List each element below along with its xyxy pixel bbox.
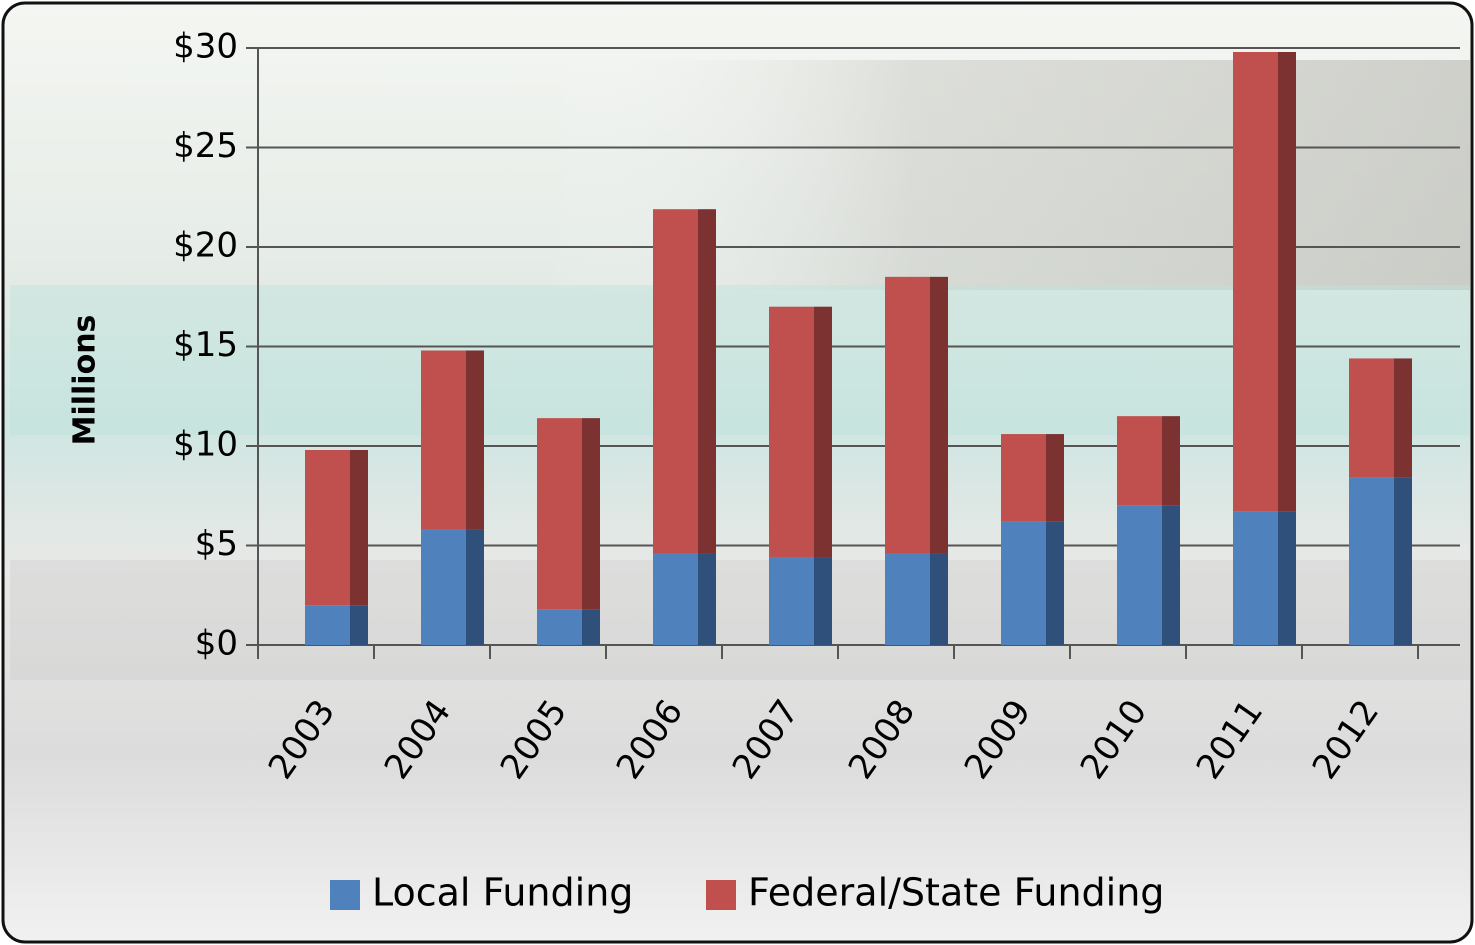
bar-segment-side [466,530,484,645]
y-tick-label: $30 [173,27,238,67]
bar-segment [769,307,814,558]
bar-segment-side [350,605,368,645]
bar-segment-side [1278,512,1296,645]
bar-segment [1117,416,1162,506]
bar-segment-side [1394,358,1412,477]
legend-label: Local Funding [372,871,633,915]
page: {"chart_data": { "type": "stacked-bar", … [0,0,1475,945]
bar-segment-side [698,553,716,645]
bar-segment [653,209,698,553]
bar-segment-side [698,209,716,553]
legend-label: Federal/State Funding [748,871,1164,915]
bar-segment [1001,522,1046,645]
bar-segment [653,553,698,645]
bar-segment-side [1162,506,1180,645]
bar-segment-side [930,553,948,645]
bar-segment-side [582,609,600,645]
bar-segment-side [1162,416,1180,506]
y-tick-label: $5 [195,524,238,564]
bar-segment-side [1394,478,1412,645]
bar-segment [305,450,350,605]
bar-segment [537,418,582,609]
bar-segment [885,277,930,554]
legend-swatch [330,880,360,910]
bar-segment [421,530,466,645]
bar-segment-side [1046,434,1064,522]
bar-segment [421,350,466,529]
y-tick-label: $15 [173,325,238,365]
bar-segment-side [350,450,368,605]
y-tick-label: $10 [173,425,238,465]
bar-segment [1233,512,1278,645]
bar-segment-side [466,350,484,529]
bar-segment [1233,52,1278,512]
y-tick-label: $0 [195,624,238,664]
bar-segment [1349,358,1394,477]
bar-segment [537,609,582,645]
bar-segment-side [582,418,600,609]
bar-segment [1001,434,1046,522]
chart: Millions $0$5$10$15$20$25$30200320042005… [0,0,1475,945]
bar-segment [885,553,930,645]
y-tick-label: $25 [173,126,238,166]
bar-segment [305,605,350,645]
bar-segment-side [1046,522,1064,645]
bar-segment [769,557,814,645]
bar-segment [1349,478,1394,645]
y-axis-label: Millions [68,315,103,446]
y-tick-label: $20 [173,226,238,266]
bar-segment-side [814,557,832,645]
bar-segment-side [930,277,948,554]
bar-segment-side [814,307,832,558]
bar-segment-side [1278,52,1296,512]
legend-swatch [706,880,736,910]
bar-segment [1117,506,1162,645]
